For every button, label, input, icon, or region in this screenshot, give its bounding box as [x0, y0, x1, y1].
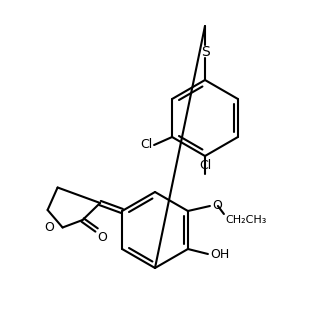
Text: S: S — [201, 45, 209, 59]
Text: Cl: Cl — [199, 159, 211, 172]
Text: Cl: Cl — [140, 139, 152, 151]
Text: O: O — [45, 221, 55, 234]
Text: CH₂CH₃: CH₂CH₃ — [225, 215, 266, 225]
Text: OH: OH — [210, 247, 229, 260]
Text: O: O — [212, 199, 222, 212]
Text: O: O — [98, 231, 107, 244]
